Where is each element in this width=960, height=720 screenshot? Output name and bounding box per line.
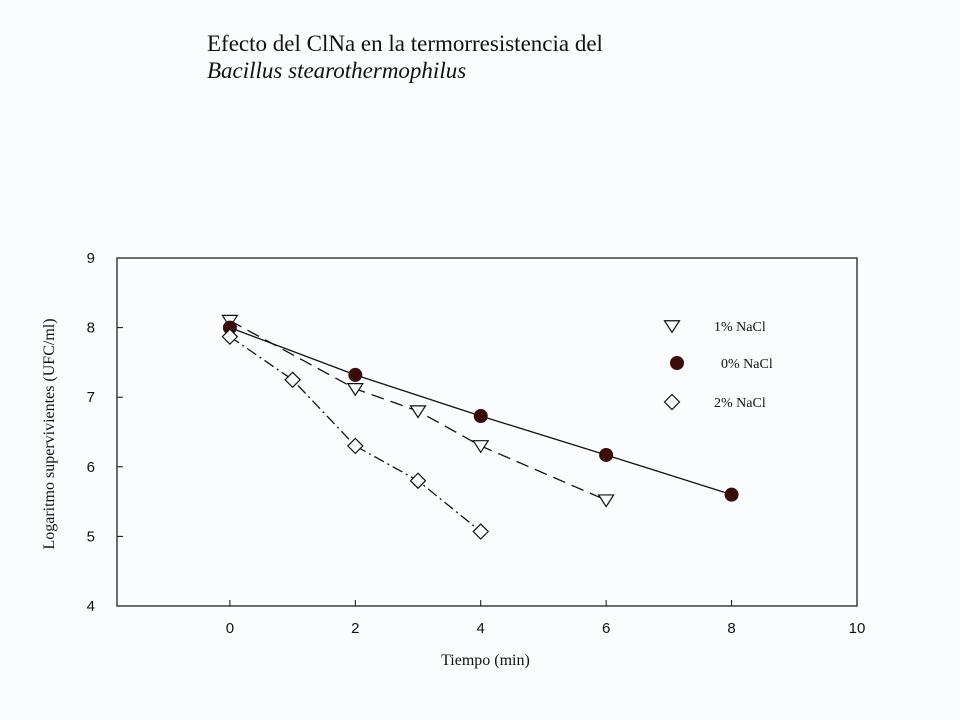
legend-marker bbox=[663, 320, 681, 334]
y-tick-label: 5 bbox=[87, 528, 95, 545]
x-tick-label: 0 bbox=[226, 620, 234, 637]
x-axis-title: Tiempo (min) bbox=[441, 652, 530, 669]
title-block: Efecto del ClNa en la termorresistencia … bbox=[207, 30, 603, 84]
data-point bbox=[472, 523, 490, 540]
legend-label: 2% NaCl bbox=[714, 396, 766, 411]
y-tick-label: 9 bbox=[87, 250, 95, 267]
legend-marker bbox=[670, 356, 684, 370]
series-line bbox=[229, 336, 482, 533]
series-0 bbox=[221, 314, 615, 508]
x-tick-label: 2 bbox=[351, 620, 359, 637]
data-point bbox=[724, 487, 739, 502]
plot-frame bbox=[116, 257, 858, 607]
legend-label: 1% NaCl bbox=[714, 320, 766, 335]
data-point bbox=[409, 472, 427, 490]
y-tick-label: 6 bbox=[87, 459, 95, 476]
y-tick-label: 8 bbox=[87, 320, 95, 337]
data-point bbox=[473, 408, 488, 423]
x-tick-label: 6 bbox=[602, 620, 610, 637]
y-axis-title: Logaritmo supervivientes (UFC/ml) bbox=[41, 318, 58, 549]
legend-marker bbox=[663, 393, 681, 411]
series-2 bbox=[221, 328, 490, 540]
x-tick-label: 10 bbox=[849, 620, 866, 637]
data-point bbox=[346, 437, 364, 455]
data-point bbox=[284, 371, 301, 389]
x-tick-label: 4 bbox=[477, 620, 485, 637]
y-tick-label: 7 bbox=[87, 389, 95, 406]
data-point bbox=[599, 447, 614, 462]
data-point bbox=[346, 382, 364, 397]
data-point bbox=[472, 440, 490, 454]
data-point bbox=[348, 367, 363, 382]
y-tick-label: 4 bbox=[87, 598, 95, 615]
data-point bbox=[597, 494, 615, 508]
x-tick-label: 8 bbox=[727, 620, 735, 637]
legend-label: 0% NaCl bbox=[721, 357, 773, 372]
chart-subtitle: Bacillus stearothermophilus bbox=[207, 58, 467, 83]
legend: 1% NaCl 0% NaCl 2% NaCl bbox=[663, 320, 773, 411]
chart-title: Efecto del ClNa en la termorresistencia … bbox=[207, 31, 603, 56]
data-point bbox=[409, 405, 427, 419]
data-point bbox=[221, 328, 239, 345]
series-1 bbox=[222, 320, 739, 502]
